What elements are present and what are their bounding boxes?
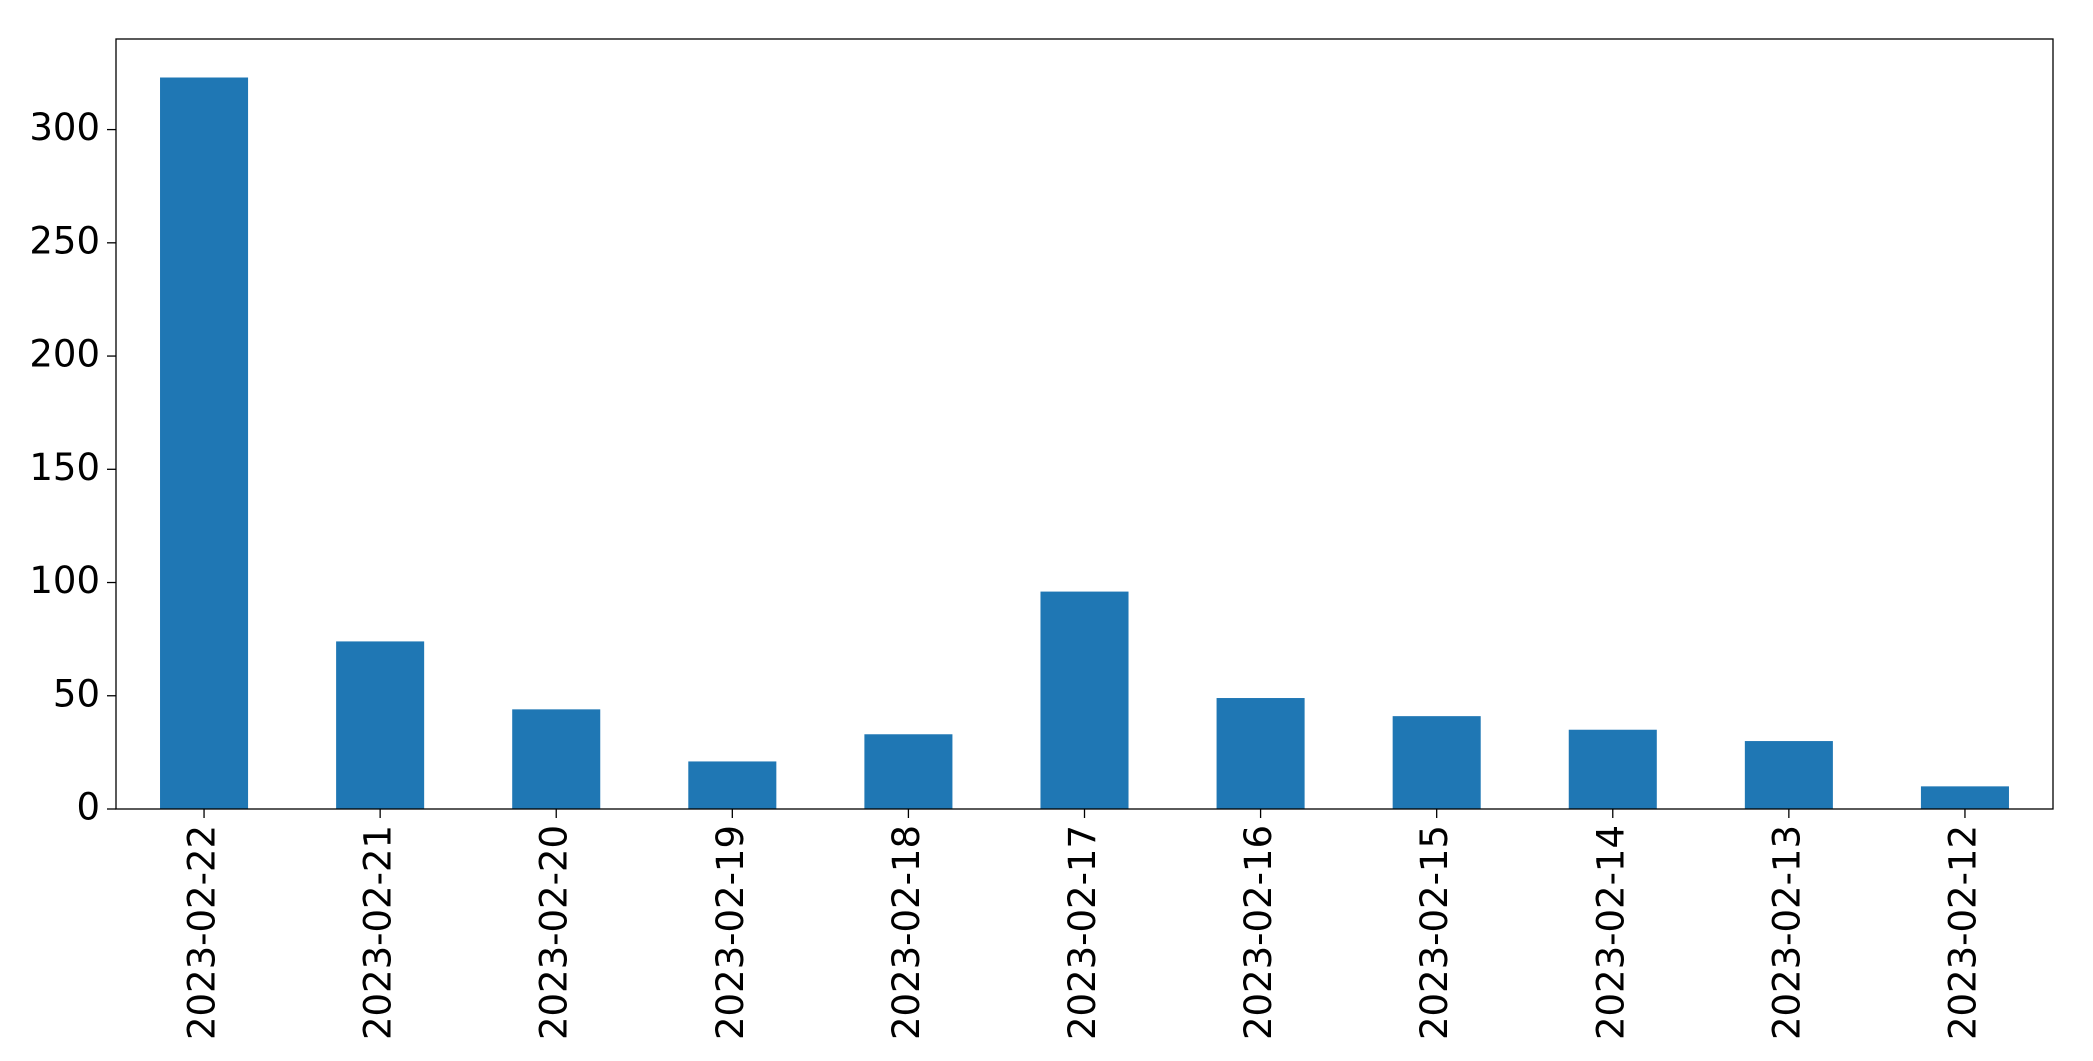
bar	[336, 641, 425, 809]
y-tick-label: 300	[29, 106, 100, 149]
bar	[1392, 716, 1481, 809]
x-tick-label: 2023-02-19	[709, 825, 752, 1040]
bar	[864, 734, 953, 809]
bar	[1040, 591, 1129, 809]
y-tick-label: 250	[29, 219, 100, 262]
bar	[1568, 729, 1657, 809]
x-tick-label: 2023-02-21	[357, 825, 400, 1040]
y-tick-label: 50	[53, 672, 100, 715]
bar	[160, 77, 249, 809]
bar	[1920, 786, 2009, 809]
x-tick-label: 2023-02-18	[885, 825, 928, 1040]
x-tick-label: 2023-02-12	[1941, 825, 1984, 1040]
bar	[1216, 698, 1305, 809]
y-tick-label: 0	[76, 786, 100, 829]
x-tick-label: 2023-02-20	[533, 825, 576, 1040]
bar	[1744, 741, 1833, 809]
plot-frame	[115, 38, 2054, 810]
x-tick-label: 2023-02-13	[1765, 825, 1808, 1040]
x-tick-label: 2023-02-22	[181, 825, 224, 1040]
x-tick-label: 2023-02-16	[1237, 825, 1280, 1040]
x-tick-label: 2023-02-15	[1413, 825, 1456, 1040]
x-tick-label: 2023-02-14	[1589, 825, 1632, 1040]
bar	[688, 761, 777, 809]
y-tick-label: 150	[29, 446, 100, 489]
y-tick-label: 100	[29, 559, 100, 602]
y-tick-label: 200	[29, 333, 100, 376]
bar	[512, 709, 601, 809]
x-tick-label: 2023-02-17	[1061, 825, 1104, 1040]
